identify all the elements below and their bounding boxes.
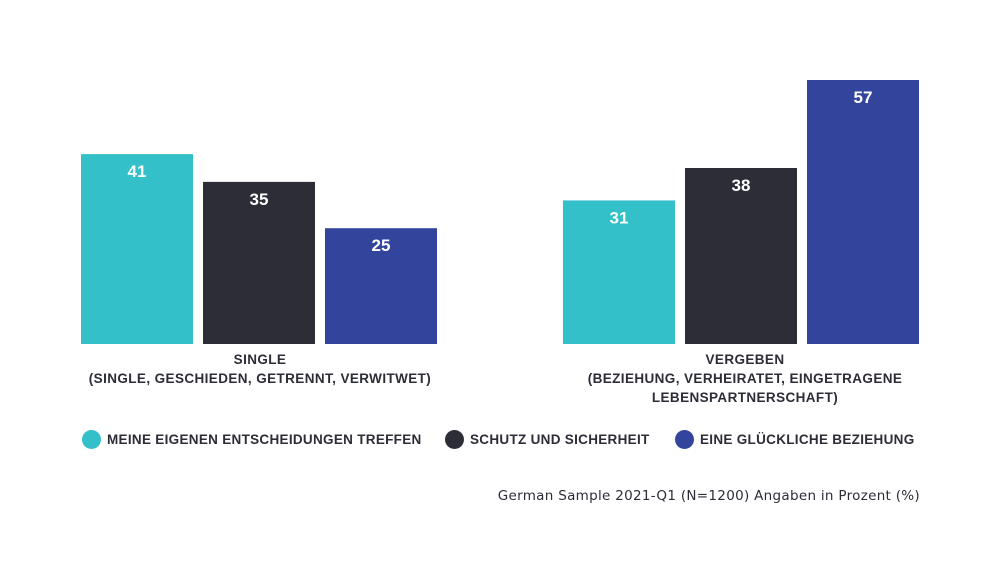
bar-group1-series0: [563, 200, 675, 344]
bar-value-label: 25: [372, 236, 391, 255]
legend-label: EINE GLÜCKLICHE BEZIEHUNG: [700, 432, 915, 447]
legend-item-entscheidungen: MEINE EIGENEN ENTSCHEIDUNGEN TREFFEN: [82, 430, 422, 449]
group-label-single: SINGLE (SINGLE, GESCHIEDEN, GETRENNT, VE…: [80, 350, 440, 388]
legend-label: MEINE EIGENEN ENTSCHEIDUNGEN TREFFEN: [107, 432, 422, 447]
chart-footnote: German Sample 2021-Q1 (N=1200) Angaben i…: [497, 488, 920, 504]
legend-swatch: [82, 430, 101, 449]
bar-group1-series1: [685, 168, 797, 344]
bar-group0-series0: [81, 154, 193, 344]
chart-legend: MEINE EIGENEN ENTSCHEIDUNGEN TREFFEN SCH…: [0, 430, 1000, 454]
bar-value-label: 41: [128, 162, 147, 181]
group-subtitle-single: (SINGLE, GESCHIEDEN, GETRENNT, VERWITWET…: [88, 371, 432, 386]
bar-value-label: 35: [250, 190, 269, 209]
legend-item-schutz: SCHUTZ UND SICHERHEIT: [445, 430, 650, 449]
legend-item-beziehung: EINE GLÜCKLICHE BEZIEHUNG: [675, 430, 915, 449]
bar-value-label: 38: [732, 176, 751, 195]
group-label-vergeben: VERGEBEN (BEZIEHUNG, VERHEIRATET, EINGET…: [570, 350, 920, 407]
bar-group0-series2: [325, 228, 437, 344]
legend-label: SCHUTZ UND SICHERHEIT: [470, 432, 650, 447]
bar-value-label: 31: [610, 208, 629, 227]
group-title-single: SINGLE: [233, 352, 287, 367]
bar-value-label: 57: [854, 88, 873, 107]
legend-swatch: [675, 430, 694, 449]
bar-group1-series2: [807, 80, 919, 344]
legend-swatch: [445, 430, 464, 449]
bar-group0-series1: [203, 181, 315, 344]
group-subtitle-vergeben: (BEZIEHUNG, VERHEIRATET, EINGETRAGENE LE…: [587, 371, 903, 405]
group-title-vergeben: VERGEBEN: [705, 352, 785, 367]
